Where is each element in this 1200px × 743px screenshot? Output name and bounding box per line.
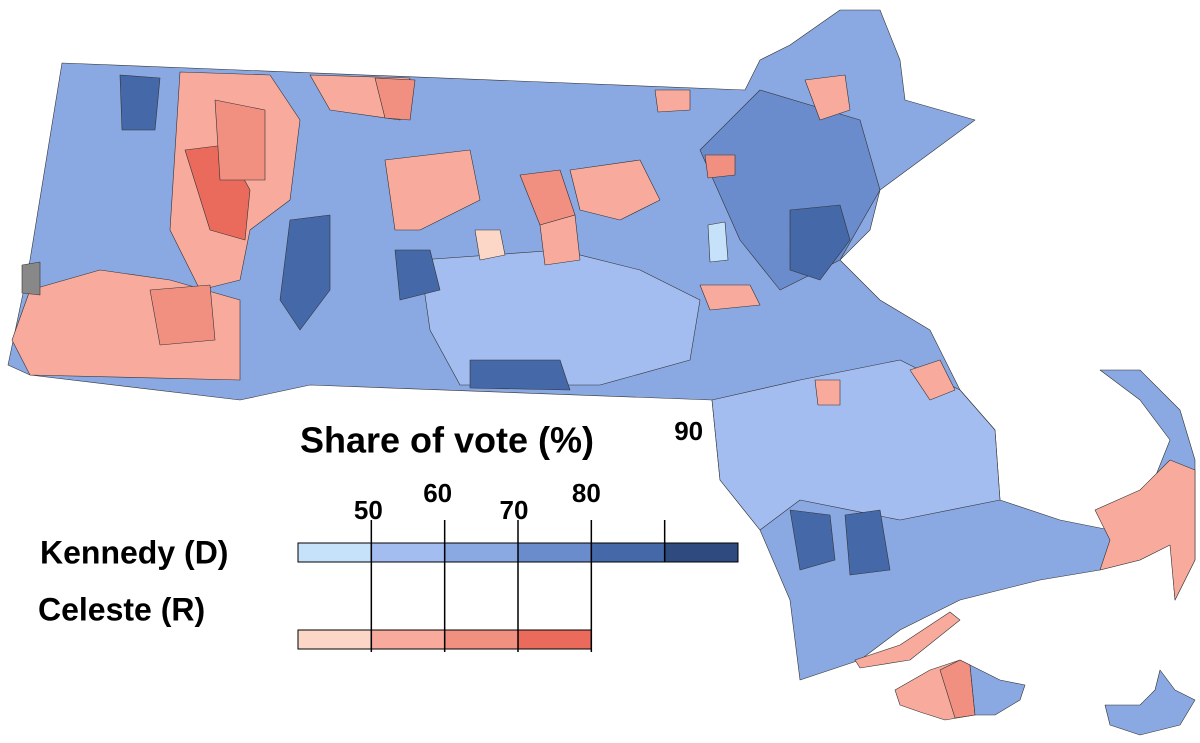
legend-swatch: [370, 629, 446, 650]
legend-label: Celeste (R): [38, 591, 205, 627]
region: [789, 509, 836, 571]
region: [469, 359, 571, 391]
island: [1104, 669, 1196, 736]
region: [474, 229, 506, 261]
legend-title: Share of vote (%): [300, 420, 594, 461]
legend-swatch: [444, 542, 519, 563]
region: [707, 221, 729, 263]
legend-tick-label: 50: [354, 495, 383, 525]
region: [539, 214, 581, 266]
legend-swatch: [370, 542, 446, 563]
region: [844, 509, 891, 576]
region: [569, 159, 661, 221]
region: [711, 359, 1001, 531]
island: [854, 611, 961, 669]
region: [279, 214, 331, 331]
legend-tick-label: 60: [423, 478, 452, 508]
legend-swatch: [517, 542, 592, 563]
region: [804, 74, 851, 121]
region: [149, 284, 216, 346]
legend-swatch: [444, 629, 519, 650]
region: [654, 89, 691, 113]
legend-swatch: [664, 542, 739, 563]
region: [374, 77, 416, 121]
region: [384, 149, 481, 231]
region: [909, 359, 956, 401]
region: [214, 99, 266, 181]
legend-swatch: [517, 629, 592, 650]
legend-swatch: [297, 542, 372, 563]
island: [969, 664, 1026, 716]
legend-swatch: [590, 542, 666, 563]
legend-label: Kennedy (D): [40, 534, 228, 570]
region: [419, 249, 701, 386]
region: [394, 249, 441, 301]
region: [789, 204, 851, 281]
legend-tick-label: 80: [572, 478, 601, 508]
map: [7, 9, 1196, 736]
legend-tick-label: 70: [500, 495, 529, 525]
region: [814, 379, 841, 406]
region: [699, 284, 761, 311]
region: [21, 261, 41, 296]
legend-swatch: [297, 629, 372, 650]
region: [119, 74, 161, 131]
legend: Share of vote (%) Kennedy (D) Celeste (R)…: [38, 416, 739, 652]
region: [1094, 459, 1196, 601]
legend-tick-label: 90: [674, 416, 703, 446]
region: [704, 154, 736, 179]
